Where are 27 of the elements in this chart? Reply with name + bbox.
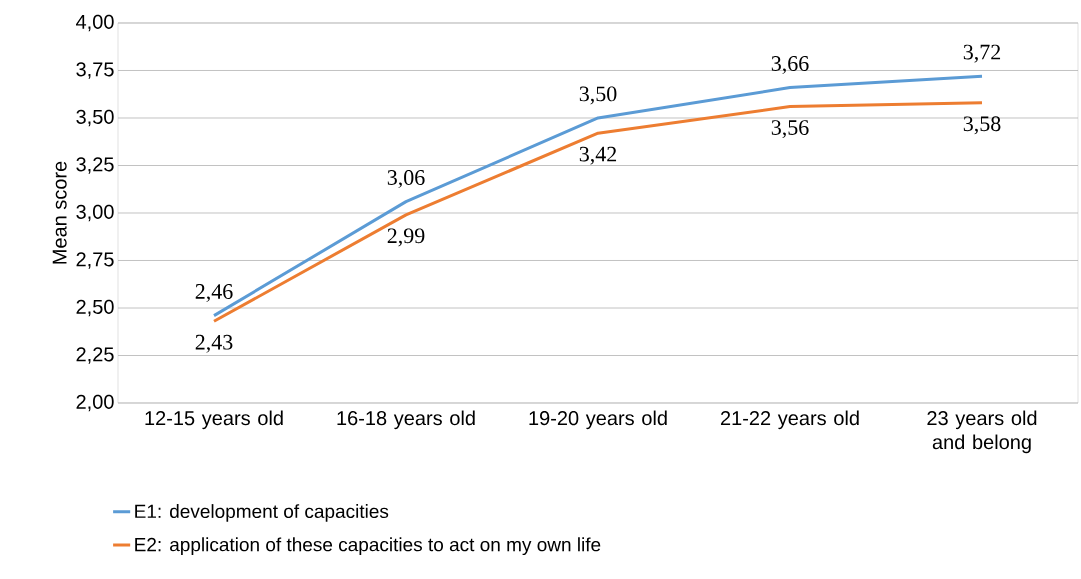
- data-label: 3,56: [771, 120, 809, 139]
- x-tick-label: 23 years old and belong: [927, 410, 1037, 454]
- x-tick-label: 16-18 years old: [337, 410, 475, 430]
- data-label: 3,06: [387, 170, 425, 189]
- data-label: 3,66: [771, 56, 809, 75]
- y-tick-label: 2,25: [76, 347, 114, 364]
- y-tick-label: 2,50: [76, 299, 114, 317]
- legend-label: E2: application of these capacities to act on my own life: [135, 537, 601, 556]
- data-label: 2,99: [387, 228, 425, 247]
- x-tick-label: 19-20 years old: [529, 410, 667, 430]
- y-tick-label: 3,00: [76, 204, 114, 222]
- y-tick-label: 3,50: [76, 109, 114, 127]
- y-axis-title: Mean score: [52, 161, 67, 264]
- data-label: 3,58: [963, 116, 1001, 135]
- data-label: 3,72: [963, 44, 1001, 63]
- data-label: 2,46: [195, 284, 233, 303]
- y-tick-label: 2,75: [76, 252, 114, 269]
- legend-label: E1: development of capacities: [135, 504, 389, 522]
- y-tick-label: 3,25: [76, 157, 114, 174]
- y-tick-label: 2,00: [76, 394, 114, 412]
- x-tick-label: 21-22 years old: [720, 410, 859, 430]
- data-label: 3,50: [579, 86, 617, 105]
- y-tick-label: 3,75: [76, 62, 114, 79]
- data-label: 3,42: [579, 146, 617, 165]
- x-tick-label: 12-15 years old: [145, 410, 283, 430]
- y-tick-label: 4,00: [76, 14, 114, 32]
- data-label: 2,43: [195, 334, 233, 353]
